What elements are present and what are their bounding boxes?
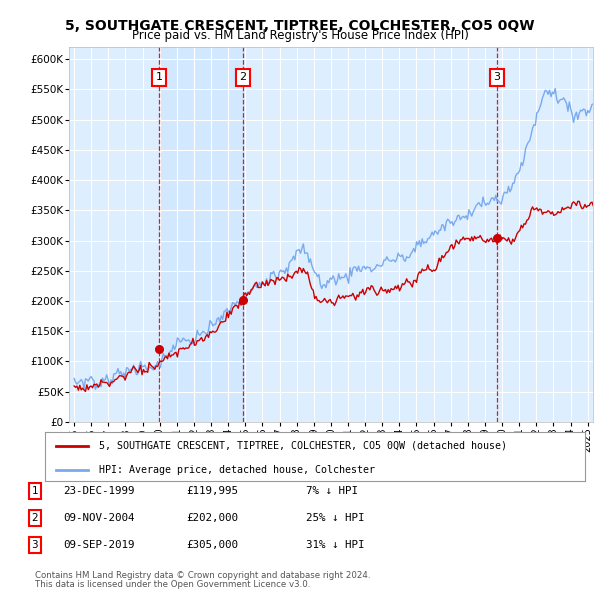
Text: 2: 2 bbox=[31, 513, 38, 523]
Text: Contains HM Land Registry data © Crown copyright and database right 2024.: Contains HM Land Registry data © Crown c… bbox=[35, 571, 370, 580]
Text: HPI: Average price, detached house, Colchester: HPI: Average price, detached house, Colc… bbox=[99, 465, 375, 475]
Text: Price paid vs. HM Land Registry's House Price Index (HPI): Price paid vs. HM Land Registry's House … bbox=[131, 30, 469, 42]
Text: 5, SOUTHGATE CRESCENT, TIPTREE, COLCHESTER, CO5 0QW: 5, SOUTHGATE CRESCENT, TIPTREE, COLCHEST… bbox=[65, 19, 535, 33]
Text: 1: 1 bbox=[156, 73, 163, 83]
Text: 09-SEP-2019: 09-SEP-2019 bbox=[63, 540, 134, 550]
Text: 31% ↓ HPI: 31% ↓ HPI bbox=[306, 540, 365, 550]
Text: 23-DEC-1999: 23-DEC-1999 bbox=[63, 486, 134, 496]
Text: This data is licensed under the Open Government Licence v3.0.: This data is licensed under the Open Gov… bbox=[35, 579, 310, 589]
Text: 25% ↓ HPI: 25% ↓ HPI bbox=[306, 513, 365, 523]
Text: 2: 2 bbox=[239, 73, 247, 83]
Text: £305,000: £305,000 bbox=[186, 540, 238, 550]
Text: 1: 1 bbox=[31, 486, 38, 496]
Text: 5, SOUTHGATE CRESCENT, TIPTREE, COLCHESTER, CO5 0QW (detached house): 5, SOUTHGATE CRESCENT, TIPTREE, COLCHEST… bbox=[99, 441, 507, 451]
Text: 3: 3 bbox=[493, 73, 500, 83]
Text: £202,000: £202,000 bbox=[186, 513, 238, 523]
Bar bbox=[159, 47, 243, 422]
Text: 09-NOV-2004: 09-NOV-2004 bbox=[63, 513, 134, 523]
Text: 7% ↓ HPI: 7% ↓ HPI bbox=[306, 486, 358, 496]
Text: 3: 3 bbox=[31, 540, 38, 550]
Text: £119,995: £119,995 bbox=[186, 486, 238, 496]
